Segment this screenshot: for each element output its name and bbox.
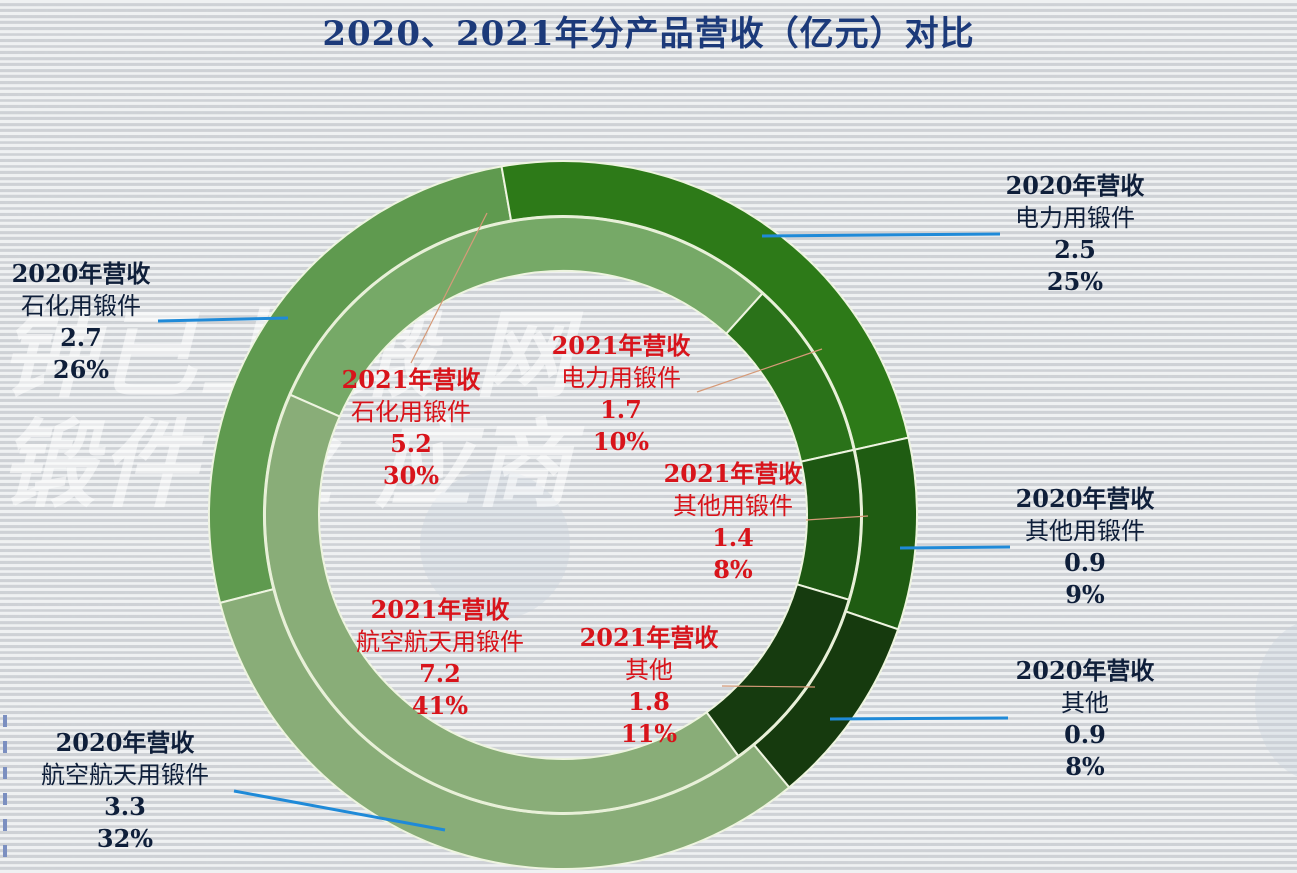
data-label-2020-aerospace: 2020年营收 航空航天用锻件 3.3 32% <box>41 728 209 853</box>
chart-title: 2020、2021年分产品营收（亿元）对比 <box>322 14 975 54</box>
leader-line-power-2020 <box>761 232 1001 238</box>
data-label-2020-other: 2020年营收 其他 0.9 8% <box>1015 656 1155 781</box>
leader-line-petrochem-2021 <box>410 212 488 364</box>
data-label-2021-power: 2021年营收 电力用锻件 1.7 10% <box>551 331 691 456</box>
ring-separator <box>263 215 863 815</box>
leader-line-aerospace-2020 <box>233 789 446 832</box>
leader-line-otherforging-2021 <box>805 515 869 521</box>
leader-lines-2020 <box>157 232 1011 832</box>
inner-ring-2021 <box>264 216 862 814</box>
leader-line-petrochem-2020 <box>157 316 289 323</box>
leader-line-other-2021 <box>721 685 816 688</box>
data-label-2021-other: 2021年营收 其他 1.8 11% <box>579 623 719 748</box>
data-label-2021-aerospace: 2021年营收 航空航天用锻件 7.2 41% <box>356 595 524 720</box>
data-label-2020-power: 2020年营收 电力用锻件 2.5 25% <box>1005 171 1145 296</box>
data-label-2020-petrochem: 2020年营收 石化用锻件 2.7 26% <box>11 259 151 384</box>
data-label-2020-otherforging: 2020年营收 其他用锻件 0.9 9% <box>1015 484 1155 609</box>
leader-line-power-2021 <box>696 348 823 393</box>
data-label-2021-petrochem: 2021年营收 石化用锻件 5.2 30% <box>341 365 481 490</box>
leader-line-other-2020 <box>829 716 1009 721</box>
data-label-2021-otherforging: 2021年营收 其他用锻件 1.4 8% <box>663 459 803 584</box>
left-edge-tickmarks <box>3 715 7 865</box>
leader-lines-2021 <box>410 212 869 688</box>
outer-ring-2020 <box>208 160 918 870</box>
leader-line-otherforging-2020 <box>899 545 1011 550</box>
